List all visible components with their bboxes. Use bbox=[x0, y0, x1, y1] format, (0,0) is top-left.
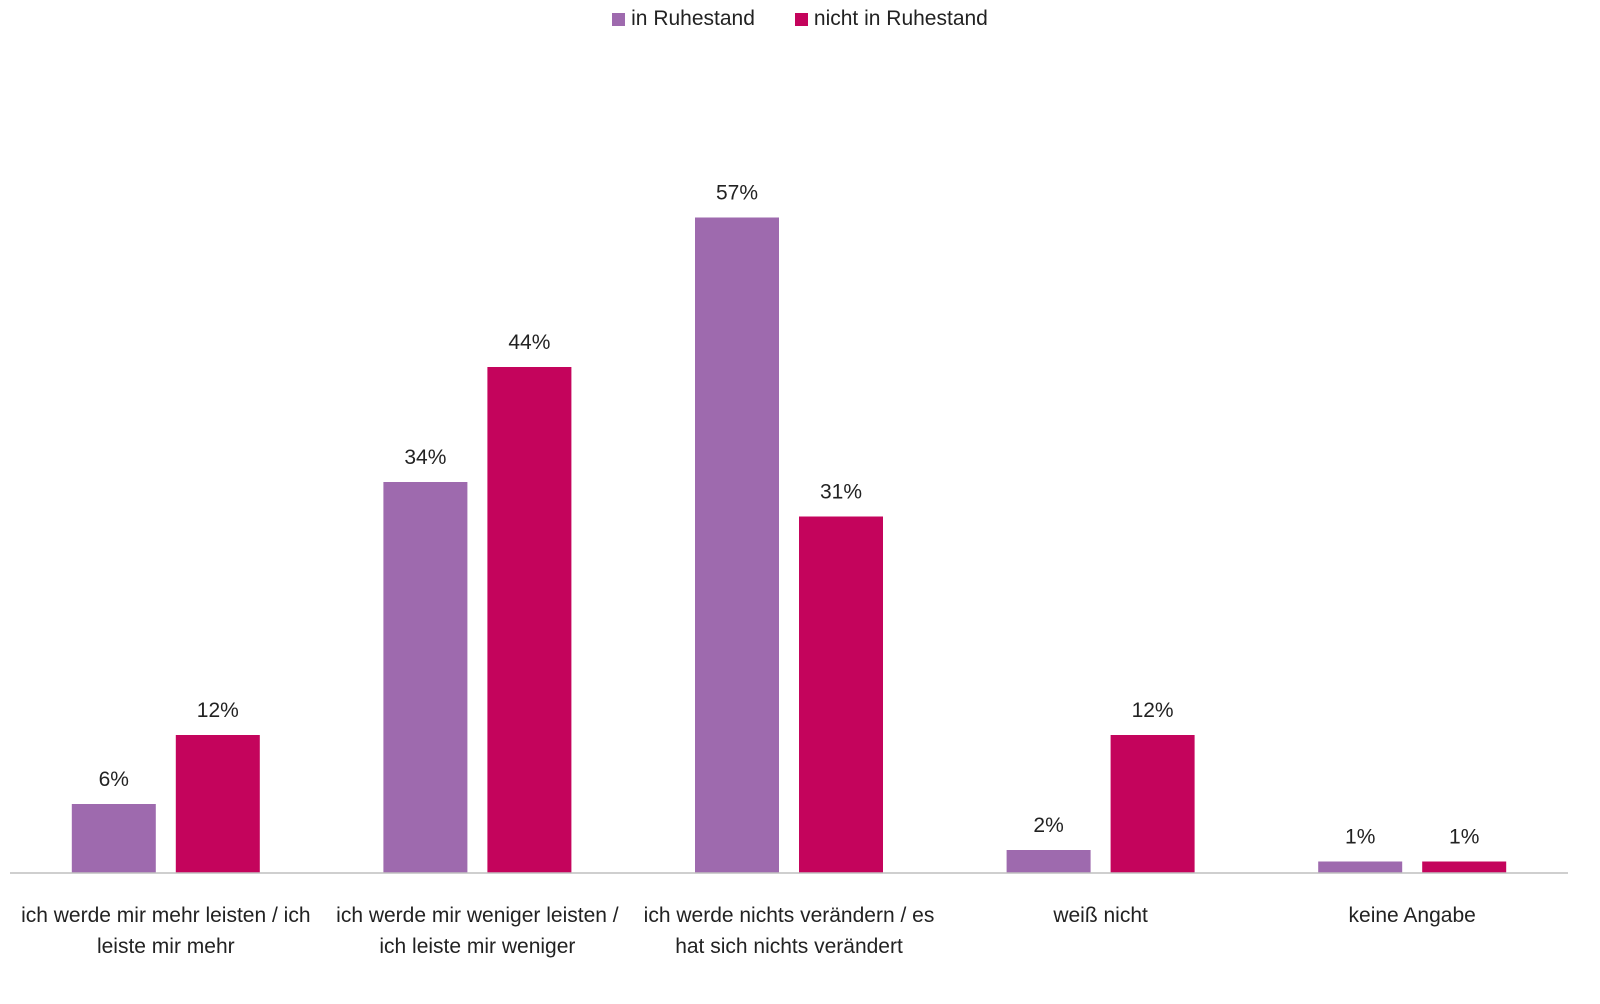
legend-item-nicht-in-ruhestand: nicht in Ruhestand bbox=[794, 7, 988, 31]
bar-nicht-in-ruhestand-1 bbox=[487, 367, 572, 873]
data-label-nicht-in-ruhestand-1: 44% bbox=[508, 331, 550, 354]
bar-in-ruhestand-2 bbox=[695, 217, 779, 873]
bar-in-ruhestand-1 bbox=[383, 482, 468, 873]
category-label-nichts-veraendern: ich werde nichts verändern / es hat sich… bbox=[643, 904, 935, 958]
legend-item-in-ruhestand: in Ruhestand bbox=[612, 7, 755, 31]
category-label-keine-angabe: keine Angabe bbox=[1348, 904, 1476, 927]
bar-nicht-in-ruhestand-3 bbox=[1110, 735, 1195, 873]
data-label-in-ruhestand-3: 2% bbox=[1033, 814, 1063, 837]
category-label-weiss-nicht: weiß nicht bbox=[1053, 904, 1148, 927]
data-label-nicht-in-ruhestand-2: 31% bbox=[820, 481, 862, 504]
legend-swatch-nicht-in-ruhestand bbox=[794, 12, 808, 26]
data-label-nicht-in-ruhestand-0: 12% bbox=[197, 699, 239, 722]
legend-label-in-ruhestand: in Ruhestand bbox=[631, 7, 755, 30]
bar-nicht-in-ruhestand-4 bbox=[1422, 861, 1507, 873]
data-label-in-ruhestand-1: 34% bbox=[404, 446, 446, 469]
data-label-nicht-in-ruhestand-4: 1% bbox=[1449, 826, 1479, 849]
category-label-mehr-leisten: ich werde mir mehr leisten / ich leiste … bbox=[21, 904, 311, 958]
category-label-weniger-leisten: ich werde mir weniger leisten / ich leis… bbox=[336, 904, 619, 958]
legend: in Ruhestand nicht in Ruhestand bbox=[0, 4, 1600, 34]
data-label-in-ruhestand-0: 6% bbox=[99, 768, 129, 791]
bars-group: 6% 12% 34% 44% 57% 31% 2% 12% 1% 1% bbox=[71, 182, 1507, 873]
bar-nicht-in-ruhestand-0 bbox=[175, 735, 260, 873]
bar-nicht-in-ruhestand-2 bbox=[799, 516, 883, 873]
legend-swatch-in-ruhestand bbox=[612, 12, 626, 26]
data-label-in-ruhestand-2: 57% bbox=[716, 182, 758, 205]
data-label-in-ruhestand-4: 1% bbox=[1345, 826, 1375, 849]
legend-label-nicht-in-ruhestand: nicht in Ruhestand bbox=[813, 7, 988, 30]
data-label-nicht-in-ruhestand-3: 12% bbox=[1132, 699, 1174, 722]
bar-in-ruhestand-0 bbox=[71, 804, 156, 873]
bar-in-ruhestand-4 bbox=[1318, 861, 1403, 873]
bar-in-ruhestand-3 bbox=[1006, 850, 1091, 873]
